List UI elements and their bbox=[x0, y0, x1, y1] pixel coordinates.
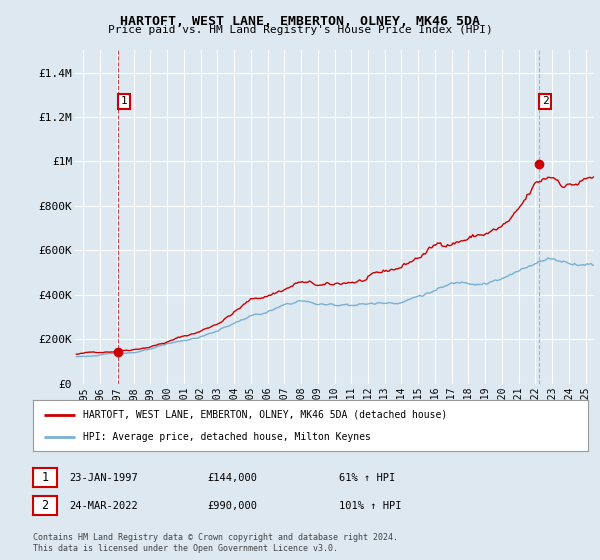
Text: 61% ↑ HPI: 61% ↑ HPI bbox=[339, 473, 395, 483]
Text: £144,000: £144,000 bbox=[207, 473, 257, 483]
Text: 1: 1 bbox=[121, 96, 127, 106]
Text: Contains HM Land Registry data © Crown copyright and database right 2024.
This d: Contains HM Land Registry data © Crown c… bbox=[33, 533, 398, 553]
Text: HARTOFT, WEST LANE, EMBERTON, OLNEY, MK46 5DA: HARTOFT, WEST LANE, EMBERTON, OLNEY, MK4… bbox=[120, 15, 480, 27]
Text: Price paid vs. HM Land Registry's House Price Index (HPI): Price paid vs. HM Land Registry's House … bbox=[107, 25, 493, 35]
Text: HPI: Average price, detached house, Milton Keynes: HPI: Average price, detached house, Milt… bbox=[83, 432, 371, 442]
Text: 101% ↑ HPI: 101% ↑ HPI bbox=[339, 501, 401, 511]
Text: 1: 1 bbox=[41, 471, 49, 484]
Text: 2: 2 bbox=[41, 499, 49, 512]
Text: £990,000: £990,000 bbox=[207, 501, 257, 511]
Text: 23-JAN-1997: 23-JAN-1997 bbox=[69, 473, 138, 483]
Text: HARTOFT, WEST LANE, EMBERTON, OLNEY, MK46 5DA (detached house): HARTOFT, WEST LANE, EMBERTON, OLNEY, MK4… bbox=[83, 409, 447, 419]
Text: 24-MAR-2022: 24-MAR-2022 bbox=[69, 501, 138, 511]
Text: 2: 2 bbox=[542, 96, 548, 106]
